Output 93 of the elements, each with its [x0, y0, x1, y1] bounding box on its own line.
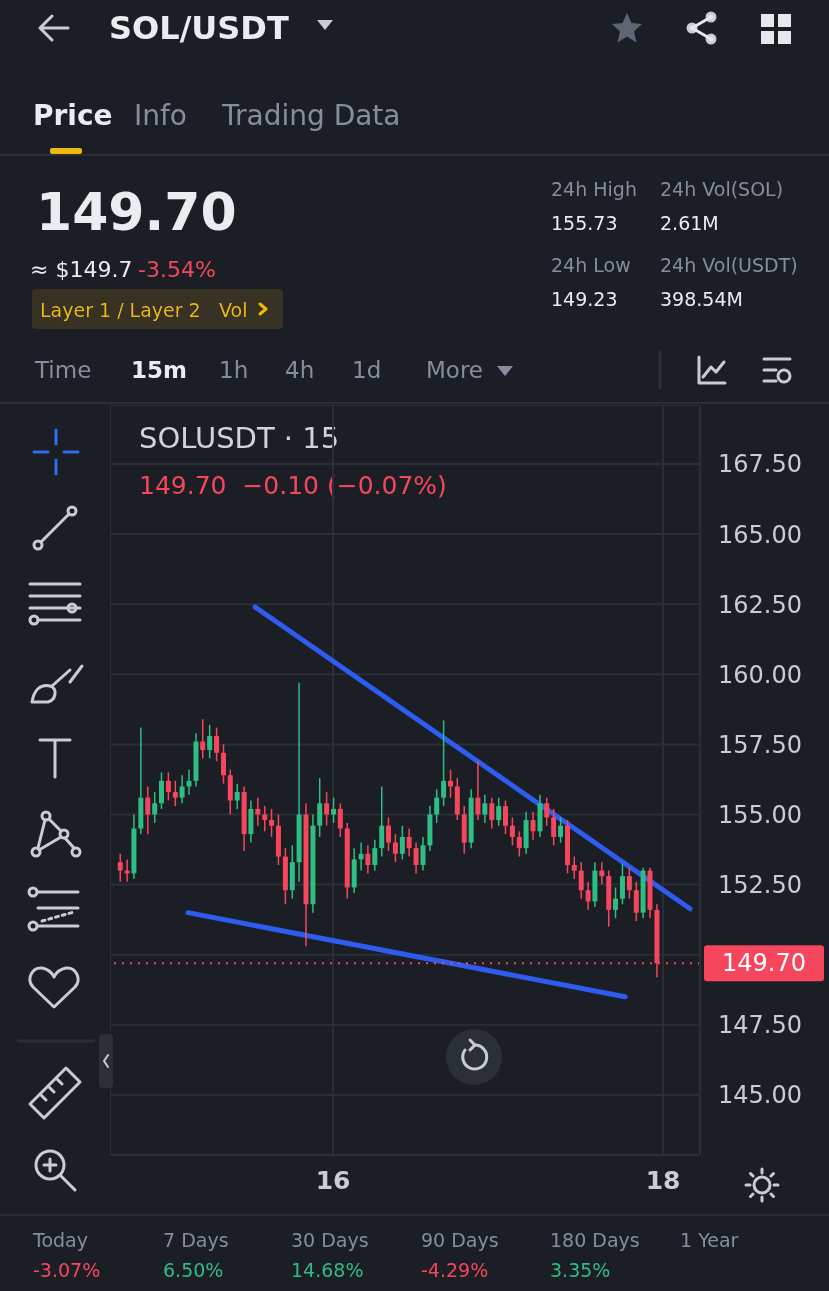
ref-line-label: 149.70 [722, 949, 806, 978]
candlestick [578, 861, 584, 900]
candlestick [145, 785, 151, 835]
candlestick [392, 833, 398, 863]
y-tick-label: 160.00 [718, 660, 802, 689]
candlestick [152, 791, 158, 824]
y-tick-label: 152.50 [718, 871, 802, 900]
x-tick-label: 18 [645, 1165, 681, 1195]
candlestick [172, 780, 178, 807]
candlestick [489, 796, 495, 830]
candlestick [165, 771, 171, 802]
candlestick [551, 808, 557, 847]
text: 6.50% [163, 1257, 224, 1283]
text: 24h Vol(USDT) [660, 252, 798, 278]
chart-title: SOL/USDT [109, 8, 289, 48]
text: 155.73 [551, 210, 618, 236]
candlestick [475, 760, 481, 821]
text: 1d [352, 356, 382, 386]
text: 2.61M [660, 210, 719, 236]
y-tick-label: 162.50 [718, 590, 802, 619]
y-tick-label: 155.00 [718, 801, 802, 830]
text: 24h Vol(SOL) [660, 176, 784, 202]
text: Layer 1 / Layer 2 [40, 297, 201, 323]
candlestick [207, 724, 213, 760]
y-tick-label: 157.50 [718, 730, 802, 759]
candlestick [399, 824, 405, 861]
candlestick [179, 774, 185, 805]
candlestick [200, 718, 206, 760]
y-tick-label: 167.50 [718, 450, 802, 479]
candlestick [317, 777, 323, 838]
candlestick [558, 816, 564, 844]
text: ≈ $149.7 [30, 255, 133, 284]
candlestick [324, 791, 330, 827]
text: 30 Days [291, 1227, 369, 1253]
text: 3.35% [550, 1257, 611, 1283]
candlestick [571, 855, 577, 880]
text: Price [33, 97, 113, 134]
candlestick [619, 862, 625, 905]
candlestick [613, 886, 619, 920]
candlestick [509, 816, 515, 847]
candlestick [372, 838, 378, 872]
candlestick [117, 853, 123, 883]
text: 398.54M [660, 286, 743, 312]
candlestick [434, 788, 440, 824]
text: 4h [285, 356, 315, 386]
text: 149.70 [36, 181, 237, 245]
candlestick [413, 841, 419, 875]
candlestick [516, 830, 522, 858]
candlestick [626, 867, 632, 900]
text: Info [134, 97, 187, 134]
text: 149.23 [551, 286, 618, 312]
candlestick [496, 796, 502, 827]
text: 180 Days [550, 1227, 640, 1253]
candlestick [234, 782, 240, 810]
text: 14.68% [291, 1257, 364, 1283]
y-tick-label: 145.00 [718, 1081, 802, 1110]
text: Time [35, 356, 92, 386]
candlestick [544, 796, 550, 827]
text: -4.29% [421, 1257, 489, 1283]
text: Trading Data [222, 97, 401, 134]
text: Vol [219, 297, 248, 323]
text: More [426, 356, 484, 386]
candlestick [420, 836, 426, 872]
text: 1h [219, 356, 249, 386]
candlestick [441, 719, 447, 807]
text: Today [33, 1227, 88, 1253]
candlestick [379, 785, 385, 858]
text: 90 Days [421, 1227, 499, 1253]
text: -3.07% [33, 1257, 101, 1283]
y-tick-label: 165.00 [718, 520, 802, 549]
candlestick [262, 805, 268, 833]
annotation: 149.70 −0.10 (−0.07%) [139, 469, 447, 502]
candlestick [585, 881, 591, 911]
candlestick [502, 799, 508, 835]
text: 24h High [551, 176, 637, 202]
text: 15m [131, 356, 187, 386]
candlestick [221, 743, 227, 785]
candlestick [214, 726, 220, 762]
text: -3.54% [138, 255, 216, 284]
candlestick [530, 810, 536, 841]
candlestick [365, 844, 371, 875]
text: 7 Days [163, 1227, 229, 1253]
candlestick [158, 771, 164, 810]
candlestick [406, 827, 412, 858]
candlestick [633, 881, 639, 922]
candlestick [386, 816, 391, 852]
candlestick [482, 794, 488, 824]
text: 1 Year [680, 1227, 739, 1253]
candlestick [269, 808, 275, 838]
x-tick-label: 16 [315, 1165, 351, 1195]
y-tick-label: 147.50 [718, 1011, 802, 1040]
candlestick [337, 802, 343, 838]
text: 24h Low [551, 252, 631, 278]
